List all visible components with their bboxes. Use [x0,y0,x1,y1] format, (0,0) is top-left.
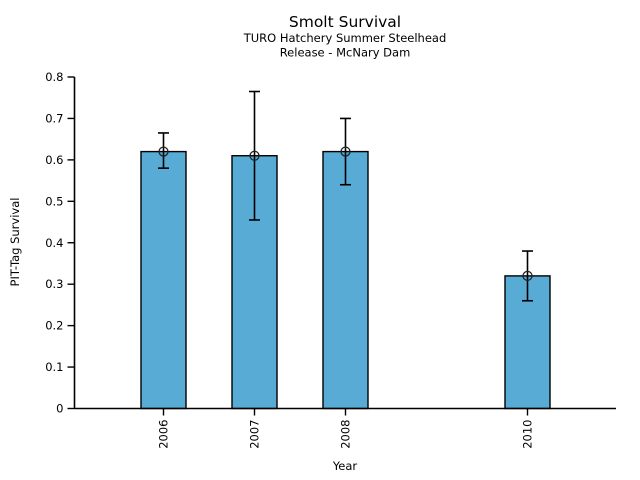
y-tick-label-0.1: 0.1 [45,360,63,374]
y-tick-label-0.4: 0.4 [45,236,63,250]
y-axis-label: PIT-Tag Survival [8,198,22,287]
point-marker-2006 [158,146,169,157]
x-tick-label-2008: 2008 [339,420,353,449]
y-tick-label-0.7: 0.7 [45,111,63,125]
y-tick-label-0.6: 0.6 [45,153,63,167]
point-marker-2010 [522,270,533,282]
y-tick-label-0.8: 0.8 [45,70,63,84]
chart-subtitle-line1: TURO Hatchery Summer Steelhead [243,31,447,45]
chart-subtitle-line2: Release - McNary Dam [280,46,411,60]
plot-area: 0 0.1 0.2 0.3 0.4 0.5 0.6 0.7 0.8 2006 2007 2008 201… [45,70,616,449]
point-marker-2007 [249,150,260,161]
y-tick-label-0: 0 [56,402,63,416]
x-tick-label-2006: 2006 [157,420,171,449]
y-tick-label-0.2: 0.2 [45,319,63,333]
y-tick-label-0.5: 0.5 [45,194,63,208]
x-axis-label: Year [332,459,358,473]
x-tick-label-2007: 2007 [248,420,262,449]
bar-2006 [140,150,187,410]
y-tick-label-0.3: 0.3 [45,277,63,291]
chart-title: Smolt Survival [289,13,401,31]
bar-2008 [322,150,369,410]
x-tick-label-2010: 2010 [521,420,535,449]
point-marker-2008 [340,146,351,157]
